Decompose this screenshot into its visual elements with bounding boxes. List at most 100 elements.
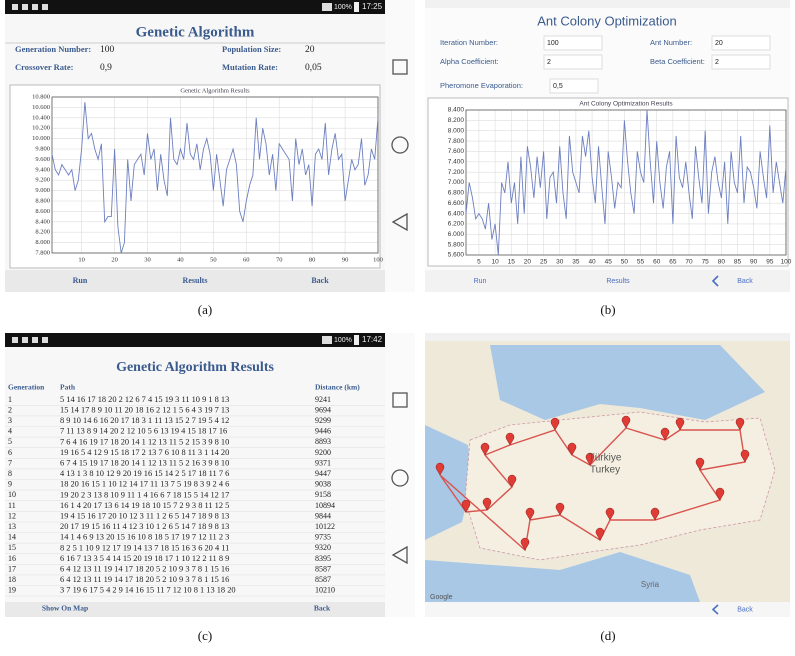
button[interactable]: Results	[183, 276, 208, 285]
notification-icon	[12, 337, 18, 343]
table-cell: 8893	[315, 437, 331, 446]
x-tick-label: 100	[781, 259, 792, 266]
y-tick-label: 7.400	[448, 159, 465, 166]
table-cell: 13	[8, 522, 16, 531]
x-tick-label: 45	[605, 259, 613, 266]
x-tick-label: 25	[540, 259, 548, 266]
param-label: Alpha Coefficient:	[440, 57, 499, 66]
param-label: Population Size:	[222, 44, 281, 54]
y-tick-label: 7.800	[35, 249, 50, 256]
x-tick-label: 60	[653, 259, 661, 266]
button[interactable]: Show On Map	[42, 604, 88, 613]
y-tick-label: 5.600	[448, 252, 465, 259]
param-value: 100	[100, 45, 115, 55]
param-value: 2	[547, 59, 551, 66]
table-cell: 10122	[315, 522, 335, 531]
y-tick-label: 10.200	[32, 125, 50, 132]
table-cell: 9241	[315, 395, 331, 404]
table-cell: 12	[8, 511, 16, 520]
input-field[interactable]	[544, 55, 602, 69]
table-cell: 1	[8, 395, 12, 404]
table-cell: 18	[8, 575, 16, 584]
table-cell: 9299	[315, 416, 331, 425]
table-header: Distance (km)	[315, 383, 360, 392]
param-label: Generation Number:	[15, 44, 91, 54]
y-tick-label: 9.200	[35, 177, 50, 184]
signal-icon	[322, 336, 332, 344]
notification-icon	[12, 4, 18, 10]
table-cell: 10210	[315, 586, 335, 595]
button[interactable]: Back	[311, 276, 329, 285]
notification-icon	[32, 4, 38, 10]
table-header: Generation	[8, 383, 45, 392]
y-tick-label: 10.000	[32, 135, 50, 142]
y-tick-label: 7.000	[448, 179, 465, 186]
notification-icon	[22, 4, 28, 10]
nav-bar	[385, 0, 415, 292]
table-cell: 9	[8, 480, 12, 489]
y-tick-label: 9.000	[35, 187, 50, 194]
x-tick-label: 30	[556, 259, 564, 266]
table-cell: 9446	[315, 427, 331, 436]
clock: 17:25	[362, 2, 383, 11]
y-tick-label: 10.600	[32, 104, 50, 111]
button[interactable]: Back	[314, 604, 331, 613]
y-tick-label: 6.800	[448, 190, 465, 197]
button[interactable]: Run	[73, 276, 88, 285]
figure: 100%17:25100%17:42Genetic AlgorithmGener…	[0, 0, 795, 656]
button[interactable]: Results	[606, 278, 630, 285]
y-tick-label: 8.400	[35, 218, 50, 225]
clock: 17:42	[362, 335, 383, 344]
notification-icon	[22, 337, 28, 343]
button[interactable]: Back	[737, 606, 753, 613]
x-tick-label: 20	[524, 259, 532, 266]
param-label: Mutation Rate:	[222, 62, 278, 72]
table-cell: 9447	[315, 469, 331, 478]
table-cell: 5	[8, 437, 12, 446]
input-field[interactable]	[712, 55, 770, 69]
button[interactable]: Back	[737, 278, 753, 285]
y-tick-label: 8.200	[448, 117, 465, 124]
y-tick-label: 8.200	[35, 229, 50, 236]
table-cell: 9200	[315, 448, 331, 457]
y-tick-label: 7.200	[448, 169, 465, 176]
table-cell: 7 6 4 16 19 17 18 20 14 1 12 13 11 5 2 1…	[60, 437, 229, 446]
table-cell: 9844	[315, 511, 331, 520]
table-cell: 4	[8, 427, 12, 436]
x-tick-label: 60	[243, 256, 250, 263]
caption: (b)	[600, 302, 615, 317]
table-cell: 18 20 16 15 1 10 12 14 17 11 13 7 5 19 8…	[60, 480, 229, 489]
nav-bar	[385, 333, 415, 617]
x-tick-label: 5	[477, 259, 481, 266]
notification-icon	[42, 337, 48, 343]
table-cell: 9694	[315, 405, 331, 414]
y-tick-label: 6.000	[448, 231, 465, 238]
x-tick-label: 30	[144, 256, 151, 263]
param-value: 0,05	[305, 63, 322, 73]
table-cell: 11	[8, 501, 16, 510]
x-tick-label: 35	[572, 259, 580, 266]
x-tick-label: 85	[734, 259, 742, 266]
y-tick-label: 8.600	[35, 208, 50, 215]
table-cell: 9038	[315, 480, 331, 489]
table-cell: 15 14 17 8 9 10 11 20 18 16 2 12 1 5 6 4…	[60, 406, 229, 415]
button[interactable]: Run	[474, 278, 487, 285]
table-cell: 8587	[315, 575, 331, 584]
y-tick-label: 10.400	[32, 114, 50, 121]
param-value: 0,5	[553, 83, 563, 90]
y-tick-label: 8.000	[35, 239, 50, 246]
table-cell: 19 4 15 16 17 20 10 12 3 11 1 2 6 5 14 7…	[60, 512, 229, 521]
x-tick-label: 80	[309, 256, 316, 263]
table-cell: 9735	[315, 533, 331, 542]
x-tick-label: 80	[718, 259, 726, 266]
notification-icon	[32, 337, 38, 343]
table-cell: 6 4 12 13 11 19 14 17 18 20 5 2 10 9 3 7…	[60, 575, 229, 584]
table-cell: 8 9 10 14 6 16 20 17 18 3 1 11 13 15 2 7…	[60, 416, 229, 425]
x-tick-label: 10	[491, 259, 499, 266]
x-tick-label: 90	[342, 256, 349, 263]
chart-title: Genetic Algorithm Results	[180, 87, 250, 94]
param-label: Ant Number:	[650, 38, 692, 47]
y-tick-label: 9.800	[35, 145, 50, 152]
y-tick-label: 7.800	[448, 138, 465, 145]
screen-title: Genetic Algorithm	[136, 24, 255, 40]
